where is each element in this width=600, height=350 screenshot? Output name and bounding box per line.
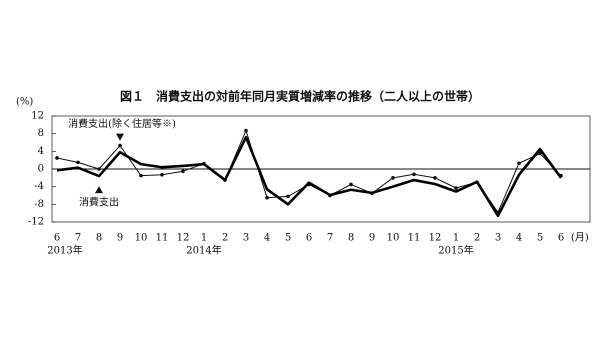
x-tick-label: 10: [387, 233, 400, 244]
point: [349, 182, 353, 187]
point: [265, 195, 269, 200]
y-tick-label: 4: [38, 146, 44, 157]
x-tick-label: 2: [222, 233, 228, 244]
y-unit: (%): [16, 97, 33, 108]
x-tick-label: 6: [306, 233, 312, 244]
year-label: 2015年: [438, 244, 473, 257]
x-tick-label: 4: [264, 233, 270, 244]
x-tick-label: 8: [348, 233, 354, 244]
point: [391, 176, 395, 180]
y-tick-label: 0: [38, 164, 44, 175]
year-label: 2014年: [186, 244, 221, 257]
series-line: [56, 135, 563, 218]
point: [76, 160, 80, 165]
point: [433, 176, 437, 180]
point: [454, 186, 458, 190]
x-tick-label: 2: [474, 233, 480, 244]
x-tick-label: 11: [156, 233, 169, 244]
x-tick-label: 7: [327, 233, 333, 244]
point: [160, 172, 164, 177]
x-tick-label: 10: [135, 233, 148, 244]
x-tick-label: 1: [453, 233, 459, 244]
y-tick-label: -4: [34, 181, 44, 192]
x-tick-label: 9: [117, 233, 123, 244]
point: [181, 169, 185, 174]
point: [97, 167, 101, 171]
x-tick-label: 5: [285, 233, 291, 244]
x-tick-label: 12: [177, 233, 190, 244]
x-unit: (月): [571, 232, 589, 244]
y-tick-label: 8: [38, 128, 44, 139]
chart-title: 図１ 消費支出の対前年同月実質増減率の推移（二人以上の世帯）: [120, 89, 480, 104]
point: [55, 156, 59, 160]
x-tick-label: 9: [369, 233, 375, 244]
x-tick-label: 3: [495, 233, 501, 244]
x-tick-label: 11: [408, 233, 421, 244]
x-tick-label: 8: [96, 233, 102, 244]
point: [118, 143, 122, 148]
point: [412, 172, 416, 177]
series-line: [56, 130, 562, 213]
pointer-down: [116, 133, 124, 141]
x-tick-label: 12: [429, 233, 442, 244]
x-tick-label: 5: [537, 233, 543, 244]
x-tick-label: 3: [243, 233, 249, 244]
x-tick-label: 6: [54, 233, 60, 244]
y-tick-label: 12: [31, 111, 44, 122]
pointer-up: [95, 186, 103, 194]
point: [286, 194, 290, 199]
x-tick-label: 4: [516, 233, 522, 244]
series-label: 消費支出: [79, 196, 119, 209]
point: [538, 151, 542, 156]
point: [517, 161, 521, 166]
x-tick-label: 7: [75, 233, 81, 244]
y-tick-label: -8: [34, 199, 44, 210]
point: [244, 128, 248, 133]
x-tick-label: 1: [201, 233, 207, 244]
point: [139, 173, 143, 178]
x-tick-label: 6: [558, 233, 564, 244]
year-label: 2013年: [47, 244, 82, 257]
y-tick-label: -12: [28, 217, 44, 228]
series-label: 消費支出(除く住居等※): [68, 117, 176, 130]
